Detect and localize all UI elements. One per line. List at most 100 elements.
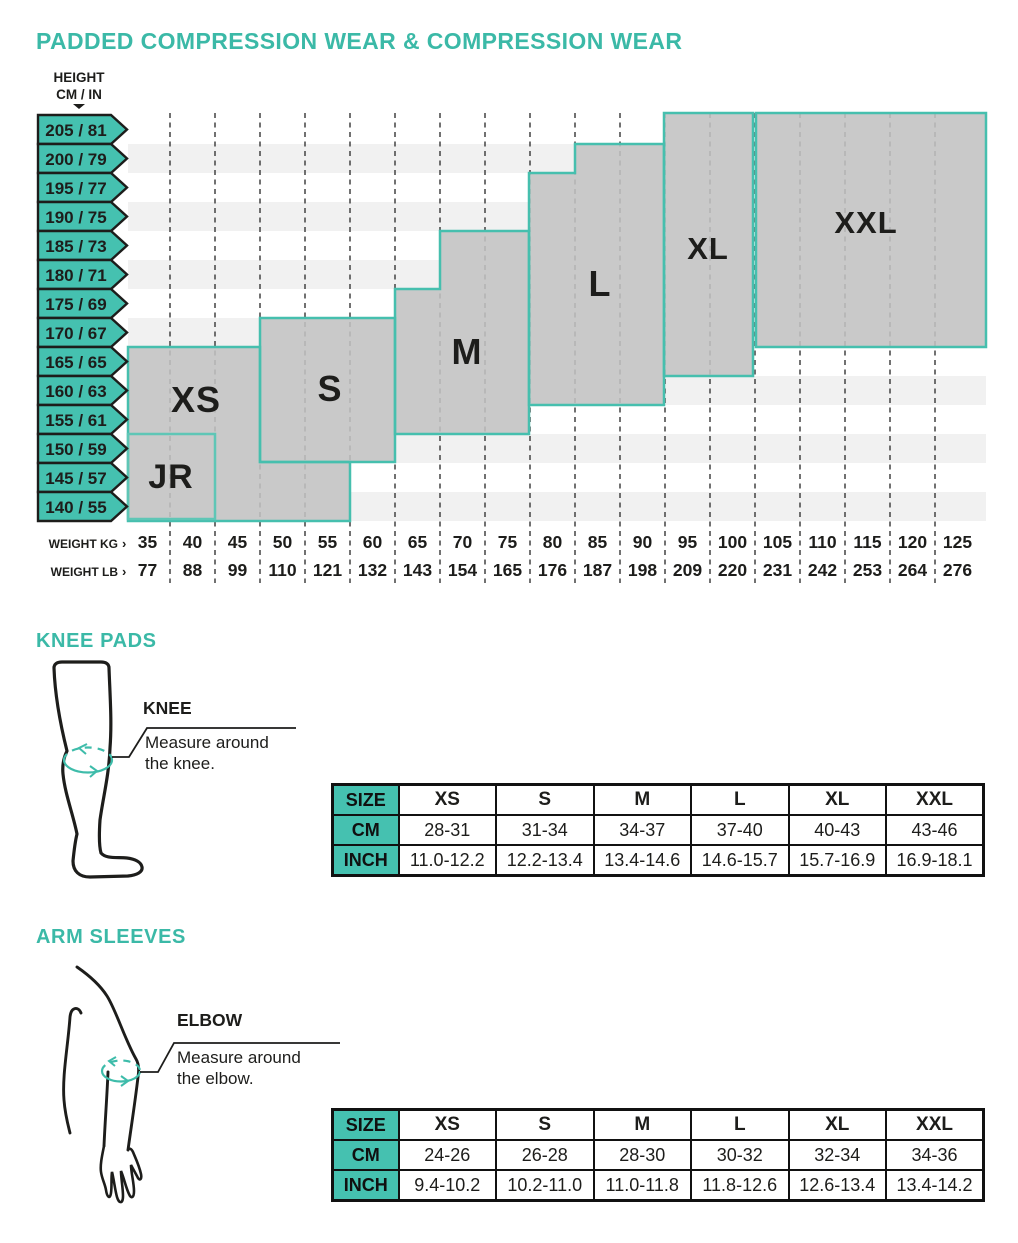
knee-callout-title: KNEE [143, 698, 192, 718]
weight-value: 187 [583, 560, 612, 580]
inch-cell: 13.4-14.6 [592, 844, 692, 877]
size-region-border-JR [126, 432, 217, 521]
weight-value: 60 [363, 532, 383, 552]
cm-cell: 34-37 [592, 814, 692, 846]
weight-value: 110 [808, 532, 836, 552]
row-header: CM [331, 814, 400, 846]
size-cell: M [592, 783, 692, 816]
knee-callout-text: Measure around the knee. [145, 732, 269, 774]
cm-cell: 37-40 [690, 814, 790, 846]
height-pennant [36, 113, 129, 146]
height-pennant [36, 374, 129, 407]
knee-callout-line [112, 727, 296, 758]
cm-cell: 24-26 [397, 1139, 497, 1171]
height-pennant-label: 165 / 65 [45, 353, 106, 372]
cm-cell: 43-46 [885, 814, 985, 846]
cm-cell: 26-28 [495, 1139, 595, 1171]
height-pennant-label: 170 / 67 [45, 324, 106, 343]
height-pennant [36, 258, 129, 291]
weight-value: 143 [403, 560, 432, 580]
height-pennant-label: 140 / 55 [45, 498, 106, 517]
height-pennant-label: 150 / 59 [45, 440, 106, 459]
cm-cell: 32-34 [787, 1139, 887, 1171]
table-row: SIZE XS S M L XL XXL [331, 1108, 985, 1141]
arm-inner-forearm-icon [102, 1070, 110, 1148]
weight-value: 231 [763, 560, 792, 580]
chevron-right-icon: › [122, 564, 126, 579]
arm-sleeves-size-table: SIZE XS S M L XL XXL CM 24-26 26-28 28-3… [331, 1108, 985, 1202]
height-pennant-label: 175 / 69 [45, 295, 106, 314]
size-region-fill-XXL [756, 113, 986, 347]
knee-pads-section-title: KNEE PADS [36, 630, 157, 652]
row-header: SIZE [331, 783, 400, 816]
weight-value: 165 [493, 560, 522, 580]
arm-sleeves-section-title: ARM SLEEVES [36, 926, 186, 948]
height-pennant [36, 171, 129, 204]
table-row: INCH 11.0-12.2 12.2-13.4 13.4-14.6 14.6-… [331, 844, 985, 877]
inch-cell: 15.7-16.9 [787, 844, 887, 877]
weight-value: 121 [313, 560, 342, 580]
height-pennant [36, 287, 129, 320]
height-pennant [36, 461, 129, 494]
size-cell: XL [787, 1108, 887, 1141]
elbow-measure-ellipse-dashed [100, 1059, 142, 1072]
size-chart: XS JR S M L XL XXL 205 / 81 200 / 79 195 / 77 190 … [36, 70, 988, 583]
size-region-label-XS: XS [171, 379, 221, 420]
size-region-fill-JR [128, 434, 215, 519]
size-region-label-M: M [452, 331, 483, 372]
elbow-measure-ellipse-solid [100, 1070, 142, 1083]
inch-cell: 11.0-12.2 [397, 844, 497, 877]
size-cell: XXL [885, 1108, 985, 1141]
inch-cell: 16.9-18.1 [885, 844, 985, 877]
weight-value: 253 [853, 560, 882, 580]
size-cell: XS [397, 783, 497, 816]
inch-cell: 12.6-13.4 [787, 1169, 887, 1202]
cm-cell: 31-34 [495, 814, 595, 846]
inch-cell: 11.0-11.8 [592, 1169, 692, 1202]
size-region-fill-S [260, 318, 395, 462]
weight-value: 100 [718, 532, 747, 552]
weight-value: 154 [448, 560, 477, 580]
height-pennant [36, 432, 129, 465]
elbow-callout-title: ELBOW [177, 1010, 243, 1030]
row-header: INCH [331, 1169, 400, 1202]
cm-cell: 40-43 [787, 814, 887, 846]
inch-cell: 11.8-12.6 [690, 1169, 790, 1202]
height-pennant [36, 316, 129, 349]
knee-measure-ellipse-solid [62, 759, 114, 774]
row-header: INCH [331, 844, 400, 877]
height-axis-label: HEIGHT [53, 70, 105, 85]
cm-cell: 28-31 [397, 814, 497, 846]
arm-illustration [62, 965, 340, 1204]
row-header: CM [331, 1139, 400, 1171]
weight-value: 198 [628, 560, 657, 580]
weight-value: 50 [273, 532, 293, 552]
weight-value: 88 [183, 560, 203, 580]
height-pennant [36, 142, 129, 175]
arm-body-line-icon [62, 1007, 83, 1135]
size-cell: XL [787, 783, 887, 816]
weight-value: 115 [853, 532, 881, 552]
height-pennant-label: 185 / 73 [45, 237, 106, 256]
chevron-right-icon: › [122, 536, 126, 551]
weight-value: 120 [898, 532, 927, 552]
height-pennant-label: 190 / 75 [45, 208, 106, 227]
size-region-border-S [258, 316, 397, 464]
size-cell: M [592, 1108, 692, 1141]
size-region-label-XXL: XXL [834, 205, 897, 240]
inch-cell: 9.4-10.2 [397, 1169, 497, 1202]
height-pennant [36, 490, 129, 523]
weight-value: 125 [943, 532, 972, 552]
weight-value: 105 [763, 532, 792, 552]
size-cell: XS [397, 1108, 497, 1141]
hand-outline-icon [99, 1144, 143, 1204]
size-cell: S [495, 783, 595, 816]
table-row: SIZE XS S M L XL XXL [331, 783, 985, 816]
weight-value: 77 [138, 560, 157, 580]
weight-value: 242 [808, 560, 837, 580]
weight-value: 85 [588, 532, 608, 552]
size-region-fill-L [529, 144, 664, 405]
height-pennant [36, 200, 129, 233]
